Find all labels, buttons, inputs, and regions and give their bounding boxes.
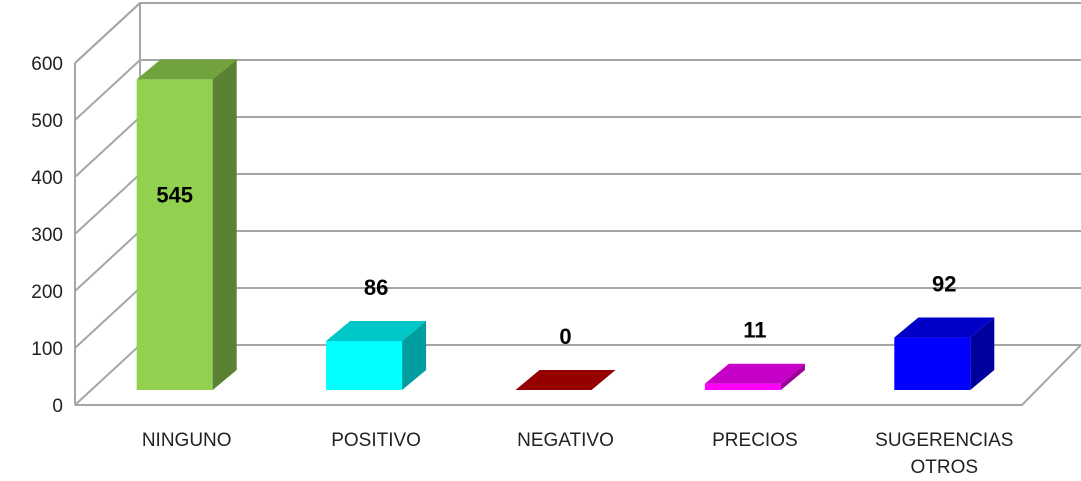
- back-wall-top-edge: [74, 2, 1081, 64]
- bar-top: [704, 363, 805, 384]
- bar-front: [136, 79, 213, 390]
- data-label: 92: [932, 272, 956, 297]
- bars: [136, 59, 995, 390]
- bar-top: [515, 370, 616, 390]
- x-category-line: NINGUNO: [142, 430, 232, 451]
- y-tick-label: 200: [31, 282, 63, 303]
- bar-side: [780, 363, 805, 390]
- y-tick-label: 300: [31, 225, 63, 246]
- bar: [894, 317, 995, 390]
- x-category-label: POSITIVO: [331, 430, 421, 451]
- bar-front: [326, 340, 403, 390]
- floor-edge: [75, 344, 1081, 406]
- x-category-line: NEGATIVO: [517, 430, 614, 451]
- y-tick-label: 100: [31, 339, 63, 360]
- bar-front: [894, 337, 971, 390]
- bar: [515, 370, 616, 390]
- bar-top: [326, 320, 427, 341]
- bar: [704, 363, 805, 390]
- bar-side: [970, 317, 995, 390]
- y-tick-label: 600: [31, 54, 63, 75]
- x-category-label: PRECIOS: [712, 430, 798, 451]
- x-category-label: NINGUNO: [142, 430, 232, 451]
- gridline: [74, 2, 1081, 64]
- bar-side: [402, 320, 427, 390]
- y-tick-label: 0: [52, 396, 63, 417]
- bar: [326, 320, 427, 390]
- data-label: 86: [364, 275, 388, 300]
- bar-top: [894, 317, 995, 338]
- x-category-label: SUGERENCIAS OTROS: [875, 430, 1013, 478]
- bar-side: [212, 59, 237, 390]
- x-category-line: PRECIOS: [712, 430, 798, 451]
- x-axis-categories: NINGUNO POSITIVO NEGATIVO PRECIOS SUGERENCIA…: [142, 430, 1014, 478]
- gridline: [74, 59, 1081, 121]
- x-category-label: NEGATIVO: [517, 430, 614, 451]
- x-category-line: SUGERENCIAS: [875, 430, 1013, 451]
- data-labels: 545 86 0 11 92: [156, 182, 956, 349]
- data-label: 0: [559, 324, 571, 349]
- x-category-line: OTROS: [911, 457, 979, 478]
- y-axis-ticks: 0 100 200 300 400 500 600: [31, 54, 63, 417]
- y-tick-label: 500: [31, 111, 63, 132]
- data-label: 11: [743, 318, 766, 343]
- data-label: 545: [156, 182, 193, 207]
- bar-top: [136, 59, 237, 80]
- x-category-line: POSITIVO: [331, 430, 421, 451]
- bar: [136, 59, 237, 390]
- bar-front: [704, 383, 781, 390]
- y-tick-label: 400: [31, 168, 63, 189]
